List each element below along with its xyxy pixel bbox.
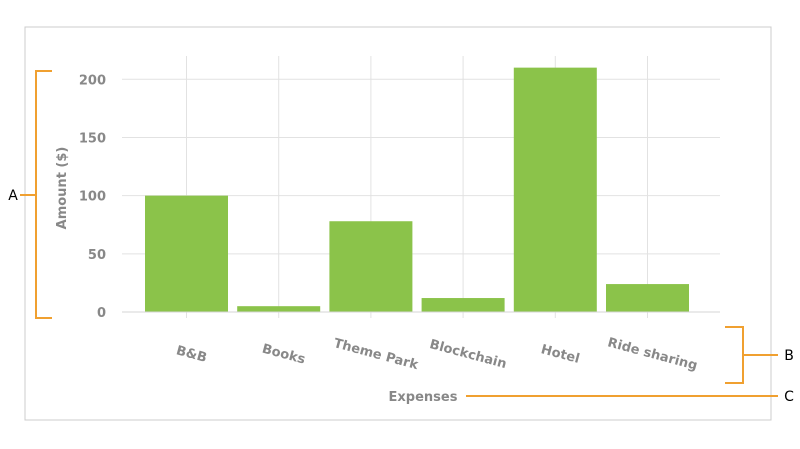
annotation-a-label: A (8, 188, 18, 204)
bars-group (145, 67, 689, 313)
bar-2 (329, 221, 413, 312)
annotation-a: A (8, 70, 52, 319)
x-axis-title: Expenses (389, 390, 458, 405)
y-tick-label: 0 (97, 306, 106, 321)
bar-3 (421, 298, 505, 312)
bar-0 (145, 195, 228, 312)
annotation-b: B (725, 326, 794, 384)
annotation-c: C (466, 389, 794, 405)
bar-5 (606, 284, 689, 312)
y-tick-labels: 0 50 100 150 200 (79, 73, 106, 321)
bar-1 (237, 306, 321, 312)
y-tick-label: 200 (79, 73, 106, 88)
y-tick-label: 150 (79, 131, 106, 146)
y-axis-title: Amount ($) (55, 147, 70, 230)
annotation-c-label: C (784, 389, 794, 405)
y-tick-label: 50 (88, 248, 106, 263)
y-tick-label: 100 (79, 190, 106, 205)
bar-4 (513, 67, 597, 313)
annotation-b-label: B (784, 348, 794, 364)
